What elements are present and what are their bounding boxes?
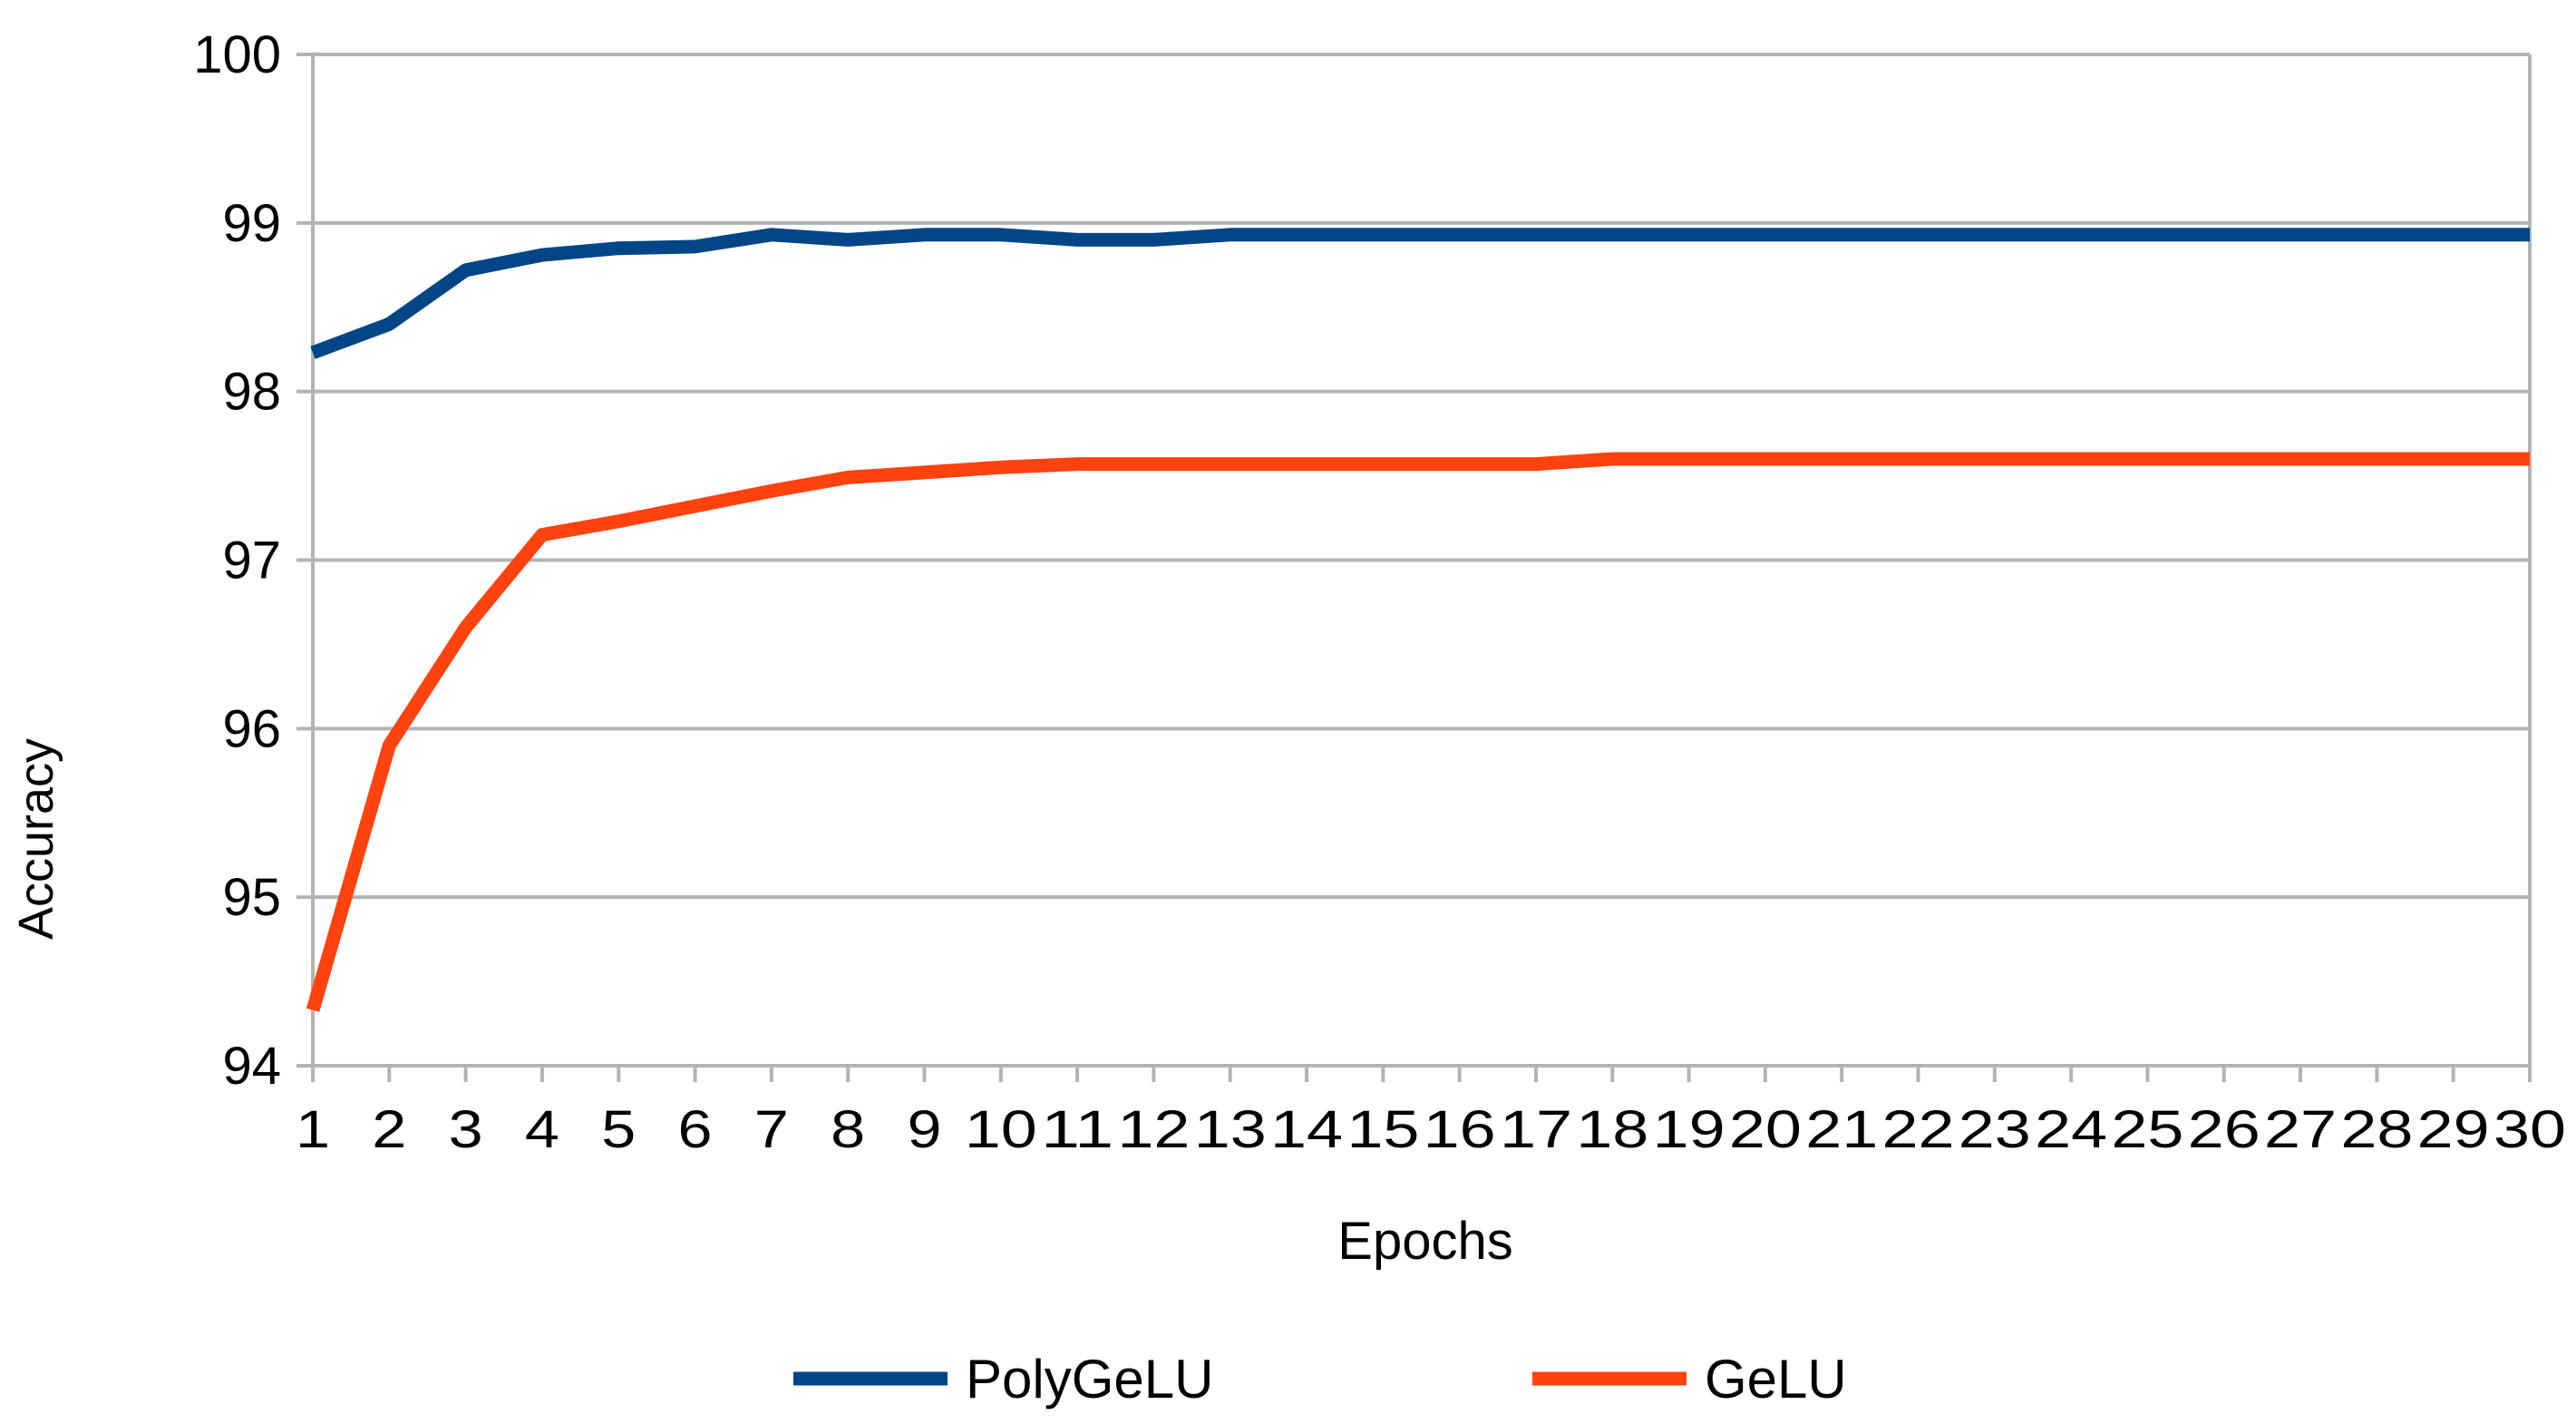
gridlines xyxy=(313,53,2530,1068)
y-tick-label: 94 xyxy=(222,1037,281,1096)
x-tick-label: 24 xyxy=(2035,1100,2107,1159)
legend-label-polygelu: PolyGeLU xyxy=(966,1349,1213,1409)
x-tick-label: 6 xyxy=(678,1100,713,1159)
legend: PolyGeLU GeLU xyxy=(793,1349,1847,1409)
x-tick-label: 17 xyxy=(1500,1100,1572,1159)
axes xyxy=(296,53,2532,1082)
y-tick-label: 98 xyxy=(222,363,281,422)
y-tick-label: 100 xyxy=(193,25,281,84)
x-tick-label: 29 xyxy=(2417,1100,2490,1159)
x-tick-label: 15 xyxy=(1346,1100,1419,1159)
y-tick-label: 97 xyxy=(222,532,281,590)
x-tick-label: 8 xyxy=(831,1100,865,1159)
x-tick-label: 5 xyxy=(601,1100,636,1159)
x-tick-label: 30 xyxy=(2493,1100,2566,1159)
x-tick-label: 12 xyxy=(1117,1100,1190,1159)
y-tick-labels: 94 95 96 97 98 99 100 xyxy=(193,25,281,1096)
x-tick-label: 26 xyxy=(2188,1100,2260,1159)
x-tick-labels: 1 2 3 4 5 6 7 8 9 10 11 12 13 14 15 16 17 18 19 20 21 22 23 24 2… xyxy=(296,1100,2566,1159)
x-tick-label: 19 xyxy=(1653,1100,1725,1159)
x-tick-label: 4 xyxy=(525,1100,559,1159)
legend-label-gelu: GeLU xyxy=(1705,1349,1847,1409)
x-tick-label: 1 xyxy=(296,1100,330,1159)
y-axis-title: Accuracy xyxy=(9,738,63,940)
x-tick-label: 20 xyxy=(1729,1100,1802,1159)
x-tick-label: 18 xyxy=(1576,1100,1648,1159)
x-tick-label: 10 xyxy=(965,1100,1037,1159)
x-tick-label: 3 xyxy=(449,1100,483,1159)
series-lines xyxy=(306,228,2530,1012)
series-line-polygelu xyxy=(310,228,2530,359)
x-tick-label: 2 xyxy=(372,1100,406,1159)
y-tick-label: 99 xyxy=(222,194,281,253)
x-tick-label: 14 xyxy=(1270,1100,1343,1159)
x-tick-label: 11 xyxy=(1041,1100,1113,1159)
x-tick-label: 27 xyxy=(2264,1100,2337,1159)
x-tick-label: 28 xyxy=(2340,1100,2413,1159)
series-line-gelu xyxy=(306,452,2530,1012)
x-tick-label: 25 xyxy=(2111,1100,2183,1159)
x-tick-label: 22 xyxy=(1882,1100,1955,1159)
x-tick-label: 7 xyxy=(754,1100,789,1159)
x-tick-label: 16 xyxy=(1424,1100,1496,1159)
y-tick-label: 96 xyxy=(222,699,281,758)
x-axis-title: Epochs xyxy=(1337,1212,1512,1271)
y-tick-label: 95 xyxy=(222,868,281,927)
x-tick-label: 23 xyxy=(1959,1100,2031,1159)
x-tick-label: 21 xyxy=(1805,1100,1878,1159)
x-tick-label: 9 xyxy=(907,1100,941,1159)
x-tick-label: 13 xyxy=(1194,1100,1267,1159)
